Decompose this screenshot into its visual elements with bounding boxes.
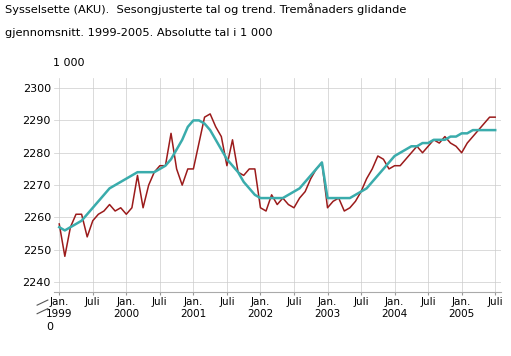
- Text: gjennomsnitt. 1999-2005. Absolutte tal i 1 000: gjennomsnitt. 1999-2005. Absolutte tal i…: [5, 28, 273, 38]
- Text: Sysselsette (AKU).  Sesongjusterte tal og trend. Tremånaders glidande: Sysselsette (AKU). Sesongjusterte tal og…: [5, 4, 406, 15]
- Text: 1 000: 1 000: [53, 58, 85, 68]
- Text: 0: 0: [46, 322, 53, 332]
